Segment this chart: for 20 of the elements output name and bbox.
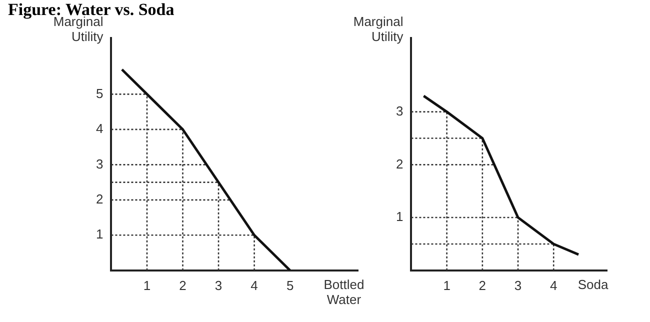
y-tick-label: 3 (96, 156, 104, 172)
x-tick-label: 5 (286, 278, 294, 293)
x-tick-label: 2 (179, 278, 186, 293)
y-tick-label: 4 (96, 121, 104, 136)
x-tick-label: 1 (143, 278, 151, 293)
y-tick-label: 1 (96, 226, 104, 242)
x-tick-label: 3 (214, 278, 222, 293)
x-axis-title: Bottled Water (322, 277, 366, 308)
x-axis-title: Soda (576, 277, 610, 292)
y-tick-label: 3 (396, 103, 404, 118)
y-tick-label: 1 (396, 209, 404, 224)
y-tick-label: 2 (96, 191, 104, 206)
x-tick-label: 1 (443, 278, 450, 293)
x-tick-label: 3 (514, 278, 522, 293)
y-tick-label: 5 (96, 86, 104, 101)
x-tick-label: 4 (550, 278, 558, 293)
y-axis-title: Marginal Utility (352, 14, 404, 44)
y-tick-label: 2 (396, 156, 404, 172)
x-tick-label: 2 (478, 278, 486, 293)
x-tick-label: 4 (250, 278, 258, 293)
